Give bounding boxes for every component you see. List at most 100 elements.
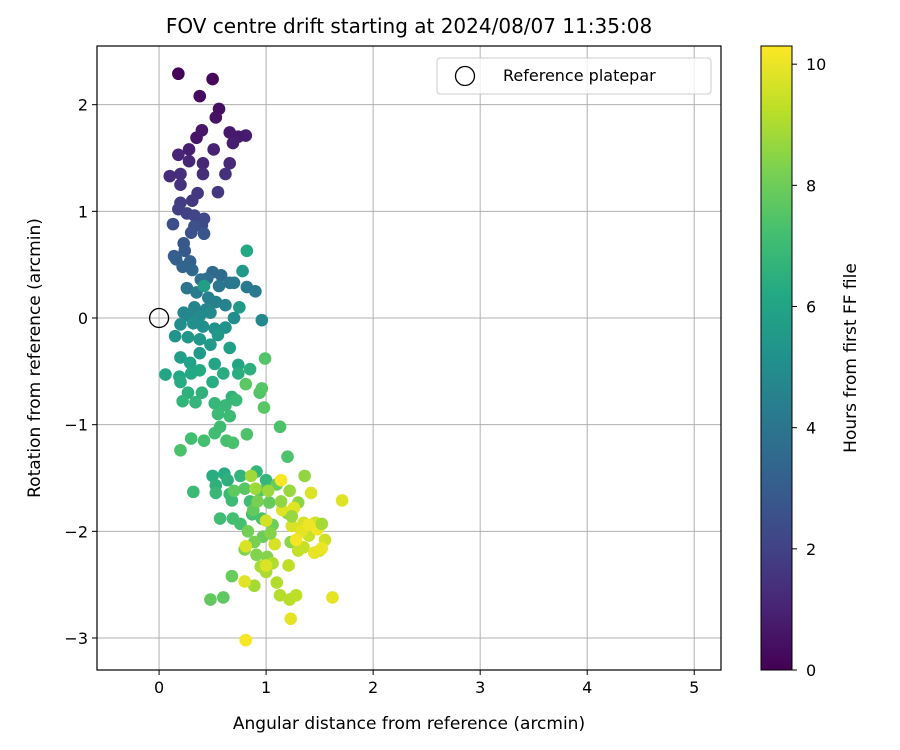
data-point <box>268 537 281 551</box>
data-point <box>250 548 263 562</box>
data-point <box>227 276 241 290</box>
y-tick-label: 1 <box>78 202 88 221</box>
data-point <box>239 633 253 647</box>
x-tick-label: 5 <box>689 678 699 697</box>
data-point <box>255 382 269 395</box>
data-point <box>211 328 225 342</box>
x-tick-label: 2 <box>368 678 378 697</box>
data-point <box>219 399 232 412</box>
colorbar-ticks: 0 2 4 6 8 10 <box>792 55 826 680</box>
data-point <box>208 357 222 371</box>
colorbar-tick-label: 8 <box>806 176 816 195</box>
data-point <box>184 432 198 445</box>
data-point <box>193 346 207 360</box>
data-point <box>193 363 207 377</box>
data-point <box>298 469 311 483</box>
data-point <box>249 285 262 298</box>
data-point <box>259 514 273 527</box>
data-point <box>208 397 222 410</box>
data-point <box>204 593 217 606</box>
data-point <box>251 495 264 508</box>
data-point <box>174 351 187 364</box>
data-point <box>184 226 198 239</box>
data-point <box>195 123 209 137</box>
data-point <box>257 401 271 414</box>
data-point <box>226 436 240 450</box>
data-point <box>225 494 239 507</box>
legend-box <box>436 57 712 95</box>
data-point <box>231 367 245 380</box>
data-point <box>227 484 241 498</box>
data-point <box>174 167 187 181</box>
data-point <box>263 496 276 509</box>
data-point <box>240 427 254 441</box>
data-point <box>206 72 219 86</box>
data-point <box>180 281 194 295</box>
legend-open-circle-icon <box>454 65 476 87</box>
y-tick-label: 0 <box>78 309 88 328</box>
data-point <box>274 473 288 487</box>
data-point <box>195 386 209 399</box>
data-point <box>216 591 230 604</box>
colorbar-tick-label: 0 <box>806 661 816 680</box>
x-tick-label: 0 <box>154 678 164 697</box>
colorbar <box>761 46 792 670</box>
data-point <box>243 362 257 376</box>
data-point <box>261 484 275 498</box>
data-point <box>196 157 210 170</box>
reference-platepar-marker <box>148 307 170 329</box>
data-point <box>239 539 253 553</box>
y-tick-label: −1 <box>64 416 88 435</box>
data-point <box>282 559 295 572</box>
data-point <box>211 407 225 421</box>
data-point <box>219 298 232 312</box>
data-point <box>259 559 273 572</box>
data-point <box>174 443 187 457</box>
data-point <box>183 356 197 370</box>
data-point <box>185 194 199 207</box>
data-point <box>273 589 287 602</box>
data-point <box>209 486 223 500</box>
y-tick-label: −2 <box>64 522 88 541</box>
x-tick-label: 3 <box>475 678 485 697</box>
data-point <box>185 263 199 277</box>
data-point <box>206 375 219 389</box>
data-point <box>197 434 211 447</box>
data-point <box>197 279 211 293</box>
data-point <box>206 469 219 483</box>
data-point <box>187 317 200 330</box>
data-point <box>204 338 217 351</box>
data-point <box>209 295 223 309</box>
data-point <box>315 517 329 531</box>
x-tick-label: 4 <box>582 678 592 697</box>
data-point <box>211 185 225 199</box>
data-point <box>174 375 187 389</box>
data-point <box>255 313 269 327</box>
legend-entry-reference-platepar: Reference platepar <box>503 66 656 85</box>
data-point <box>196 320 210 333</box>
data-point <box>213 512 227 525</box>
data-point <box>240 244 254 258</box>
data-point <box>166 217 180 231</box>
data-point <box>209 111 223 124</box>
data-point <box>249 482 262 495</box>
data-point <box>189 395 202 409</box>
data-point <box>285 519 299 533</box>
data-point <box>258 352 272 365</box>
data-point <box>227 311 241 325</box>
data-point <box>204 306 217 319</box>
plot-frame <box>96 45 722 671</box>
data-point <box>273 420 287 434</box>
data-point <box>212 279 226 293</box>
colorbar-tick-label: 4 <box>806 419 816 438</box>
data-point <box>234 469 247 483</box>
data-point <box>284 612 298 626</box>
data-point <box>208 426 222 440</box>
y-tick-label: −3 <box>64 629 88 648</box>
data-point <box>168 329 182 343</box>
data-points <box>159 67 349 647</box>
data-point <box>174 178 187 191</box>
data-point <box>225 569 239 583</box>
data-point <box>241 525 255 538</box>
